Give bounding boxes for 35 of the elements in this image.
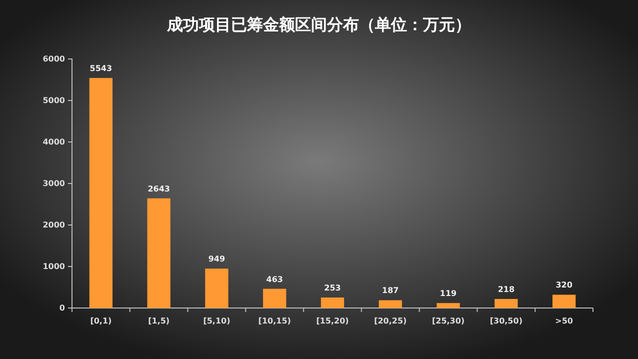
chart-title: 成功项目已筹金额区间分布（单位：万元）	[166, 15, 471, 34]
x-tick-label: [1,5)	[148, 316, 170, 326]
bar	[378, 300, 402, 308]
x-tick-label: [15,20)	[316, 316, 349, 326]
data-label: 5543	[90, 64, 112, 73]
x-tick-label: >50	[555, 316, 574, 326]
data-label: 253	[324, 284, 341, 292]
x-tick-label: [20,25)	[374, 316, 407, 326]
bar	[320, 298, 344, 308]
bar	[89, 78, 113, 308]
x-tick-label: [30,50)	[490, 316, 522, 326]
y-tick-label: 3000	[42, 179, 66, 188]
x-tick-label: [25,30)	[432, 316, 465, 326]
data-label: 187	[382, 286, 399, 296]
y-tick-label: 2000	[42, 220, 66, 230]
x-tick-label: [10,15)	[258, 316, 291, 326]
bar	[552, 294, 576, 308]
y-tick-label: 1000	[42, 262, 66, 272]
y-tick-label: 0	[59, 304, 66, 313]
bar	[147, 198, 170, 308]
data-label: 463	[266, 274, 283, 284]
y-tick-label: 5000	[42, 96, 66, 106]
bar	[263, 288, 286, 308]
y-tick-label: 6000	[42, 54, 66, 64]
x-tick-label: [0,1)	[90, 316, 112, 326]
data-label: 949	[208, 254, 226, 264]
bar	[205, 268, 228, 308]
bar	[494, 298, 518, 308]
data-label: 320	[556, 280, 573, 290]
data-label: 2643	[148, 184, 170, 194]
y-tick-label: 4000	[42, 138, 66, 147]
data-label: 119	[440, 289, 458, 298]
bar	[436, 303, 460, 308]
x-tick-label: [5,10)	[203, 316, 230, 326]
data-label: 218	[498, 284, 515, 294]
